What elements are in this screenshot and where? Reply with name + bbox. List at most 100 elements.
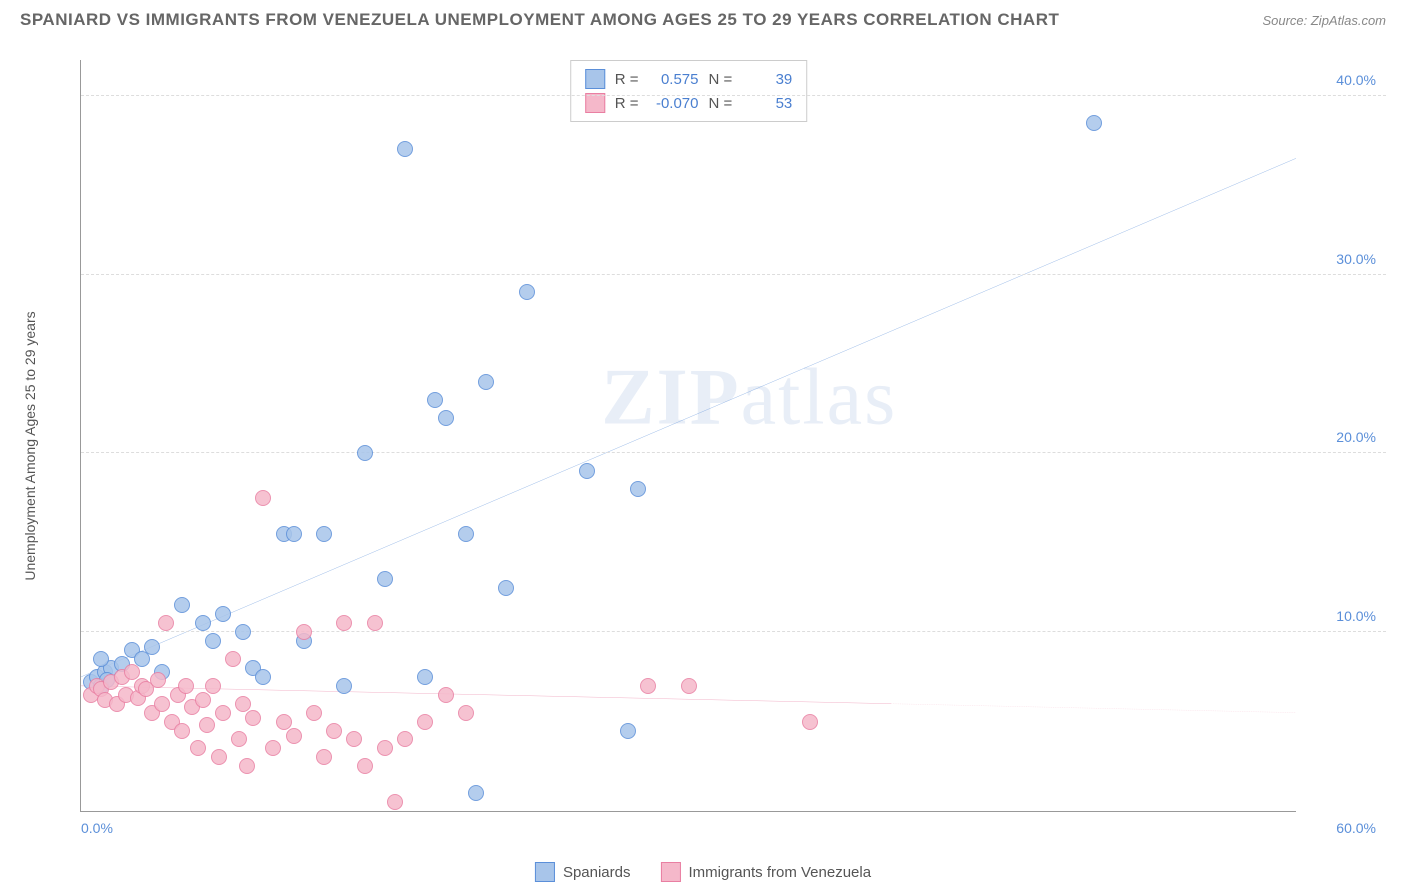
- scatter-point: [336, 678, 352, 694]
- scatter-point: [620, 723, 636, 739]
- x-tick-label: 60.0%: [1336, 820, 1376, 836]
- n-label: N =: [709, 95, 733, 112]
- scatter-point: [154, 696, 170, 712]
- scatter-point: [630, 481, 646, 497]
- scatter-point: [255, 490, 271, 506]
- scatter-point: [397, 731, 413, 747]
- scatter-point: [346, 731, 362, 747]
- scatter-point: [316, 526, 332, 542]
- scatter-point: [286, 728, 302, 744]
- legend-item: Spaniards: [535, 862, 631, 882]
- scatter-point: [245, 710, 261, 726]
- r-label: R =: [615, 95, 639, 112]
- r-value: 0.575: [649, 71, 699, 88]
- scatter-point: [468, 785, 484, 801]
- scatter-point: [195, 692, 211, 708]
- scatter-point: [377, 740, 393, 756]
- y-tick-label: 40.0%: [1336, 72, 1376, 88]
- scatter-point: [498, 580, 514, 596]
- scatter-point: [438, 687, 454, 703]
- scatter-point: [519, 284, 535, 300]
- chart-header: SPANIARD VS IMMIGRANTS FROM VENEZUELA UN…: [0, 0, 1406, 35]
- scatter-point: [124, 664, 140, 680]
- y-tick-label: 20.0%: [1336, 429, 1376, 445]
- scatter-point: [357, 445, 373, 461]
- scatter-point: [255, 669, 271, 685]
- scatter-point: [367, 615, 383, 631]
- scatter-point: [199, 717, 215, 733]
- scatter-point: [225, 651, 241, 667]
- scatter-point: [336, 615, 352, 631]
- scatter-point: [231, 731, 247, 747]
- y-tick-label: 10.0%: [1336, 608, 1376, 624]
- x-tick-label: 0.0%: [81, 820, 113, 836]
- scatter-point: [235, 624, 251, 640]
- scatter-point: [316, 749, 332, 765]
- trend-line-extrapolated: [891, 704, 1296, 713]
- scatter-point: [211, 749, 227, 765]
- scatter-point: [1086, 115, 1102, 131]
- source-attribution: Source: ZipAtlas.com: [1262, 13, 1386, 28]
- grid-line: [81, 95, 1386, 96]
- scatter-point: [144, 639, 160, 655]
- scatter-point: [478, 374, 494, 390]
- scatter-point: [150, 672, 166, 688]
- y-tick-label: 30.0%: [1336, 251, 1376, 267]
- scatter-point: [387, 794, 403, 810]
- legend-label: Immigrants from Venezuela: [688, 864, 871, 881]
- r-label: R =: [615, 71, 639, 88]
- n-value: 53: [742, 95, 792, 112]
- scatter-point: [326, 723, 342, 739]
- scatter-point: [427, 392, 443, 408]
- scatter-point: [174, 597, 190, 613]
- trend-line: [81, 158, 1296, 677]
- scatter-point: [265, 740, 281, 756]
- chart-container: Unemployment Among Ages 25 to 29 years Z…: [50, 50, 1386, 842]
- scatter-point: [215, 705, 231, 721]
- scatter-point: [458, 526, 474, 542]
- r-value: -0.070: [649, 95, 699, 112]
- scatter-point: [205, 678, 221, 694]
- trend-lines-svg: [81, 60, 1296, 811]
- scatter-point: [681, 678, 697, 694]
- scatter-point: [417, 714, 433, 730]
- watermark: ZIPatlas: [601, 352, 897, 443]
- series-swatch: [585, 93, 605, 113]
- scatter-point: [357, 758, 373, 774]
- scatter-point: [276, 714, 292, 730]
- scatter-point: [306, 705, 322, 721]
- legend-item: Immigrants from Venezuela: [660, 862, 871, 882]
- grid-line: [81, 452, 1386, 453]
- n-label: N =: [709, 71, 733, 88]
- scatter-point: [438, 410, 454, 426]
- correlation-stats-box: R = 0.575 N = 39 R = -0.070 N = 53: [570, 60, 808, 122]
- scatter-point: [397, 141, 413, 157]
- scatter-point: [296, 624, 312, 640]
- scatter-point: [190, 740, 206, 756]
- scatter-point: [802, 714, 818, 730]
- n-value: 39: [742, 71, 792, 88]
- scatter-point: [93, 651, 109, 667]
- legend-swatch: [660, 862, 680, 882]
- scatter-point: [417, 669, 433, 685]
- legend-swatch: [535, 862, 555, 882]
- legend: Spaniards Immigrants from Venezuela: [535, 862, 871, 882]
- scatter-point: [579, 463, 595, 479]
- scatter-point: [640, 678, 656, 694]
- grid-line: [81, 274, 1386, 275]
- stats-row: R = 0.575 N = 39: [585, 67, 793, 91]
- grid-line: [81, 631, 1386, 632]
- scatter-point: [174, 723, 190, 739]
- series-swatch: [585, 69, 605, 89]
- scatter-point: [205, 633, 221, 649]
- scatter-point: [286, 526, 302, 542]
- scatter-point: [377, 571, 393, 587]
- scatter-point: [178, 678, 194, 694]
- legend-label: Spaniards: [563, 864, 631, 881]
- scatter-point: [239, 758, 255, 774]
- chart-title: SPANIARD VS IMMIGRANTS FROM VENEZUELA UN…: [20, 10, 1059, 30]
- scatter-point: [158, 615, 174, 631]
- scatter-point: [195, 615, 211, 631]
- y-axis-label: Unemployment Among Ages 25 to 29 years: [22, 311, 38, 580]
- scatter-point: [215, 606, 231, 622]
